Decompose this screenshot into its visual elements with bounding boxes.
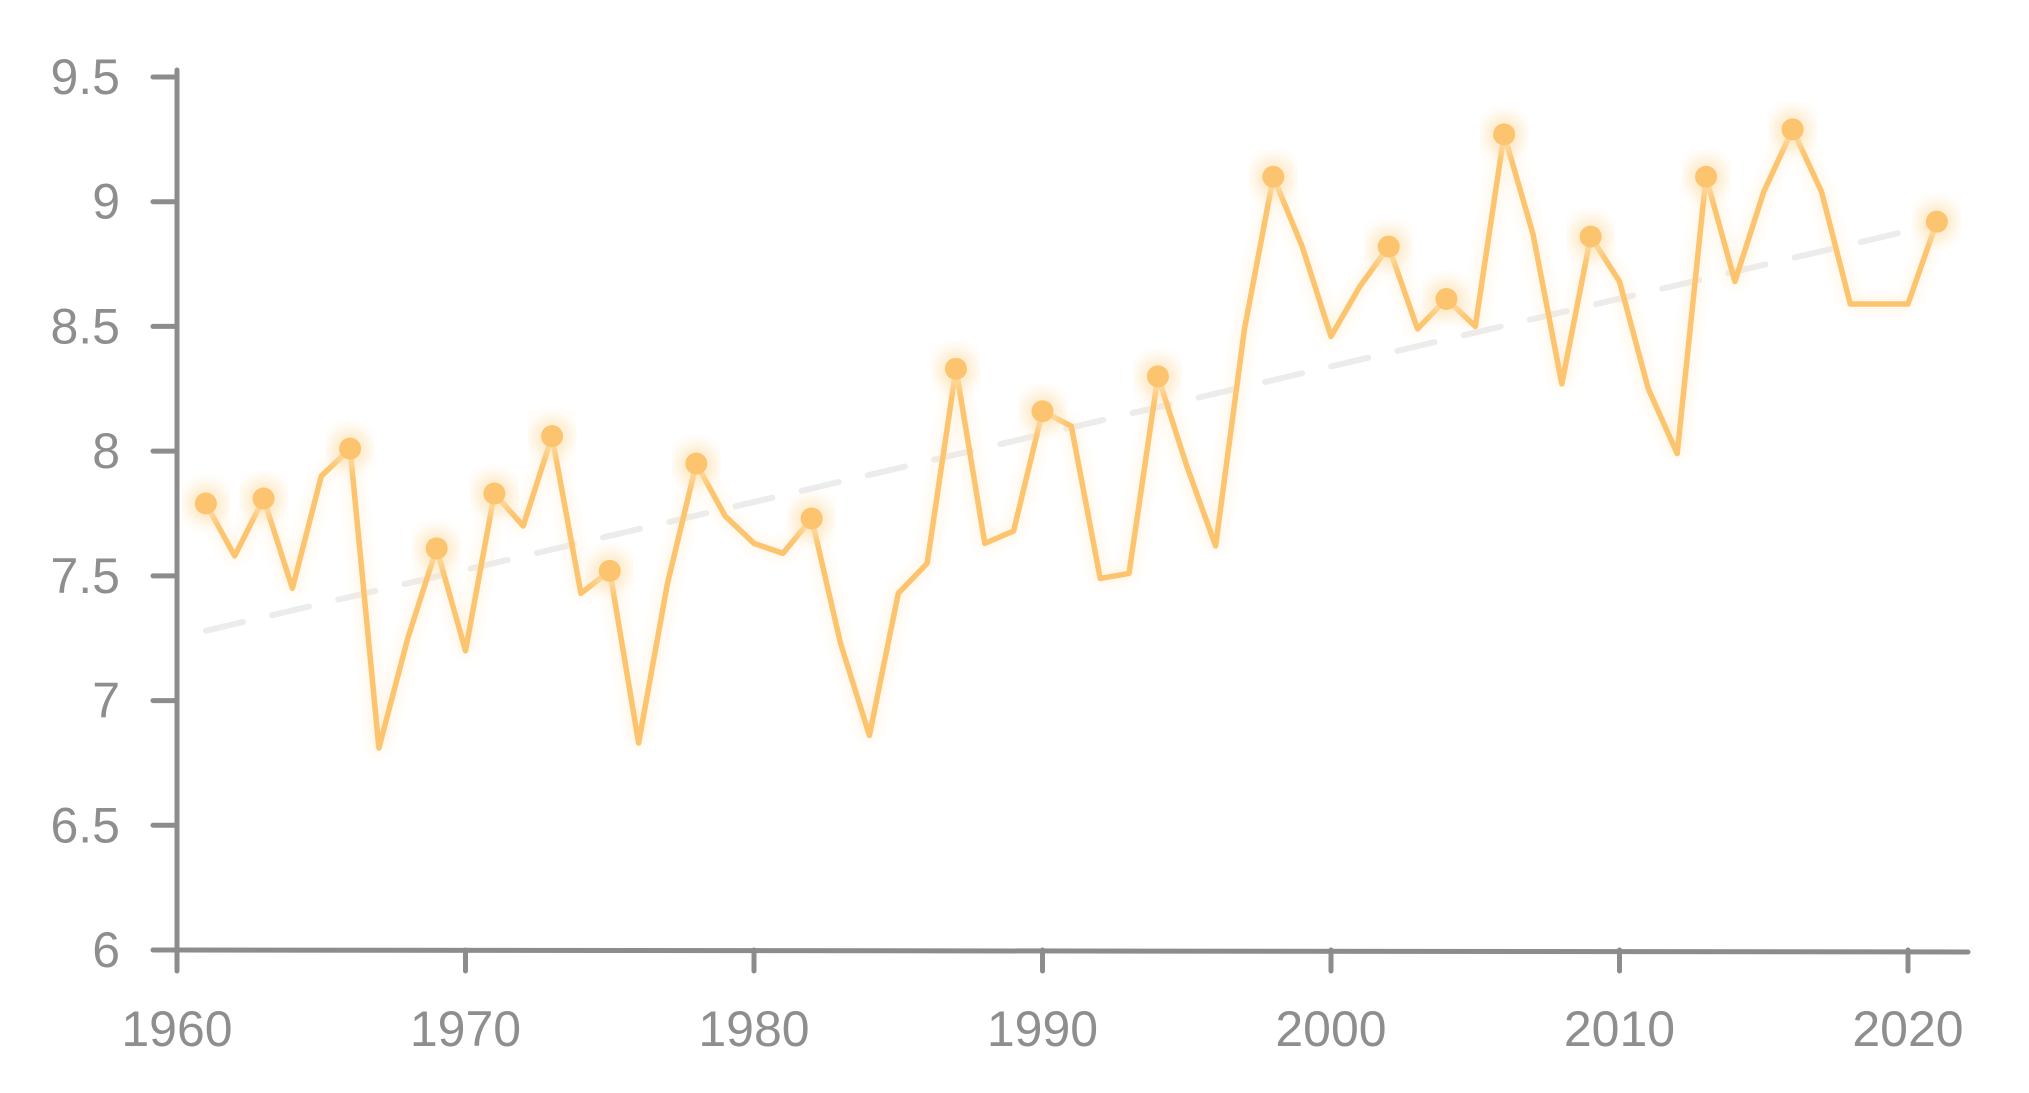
data-point bbox=[252, 487, 275, 510]
x-tick-label: 2010 bbox=[1564, 1001, 1675, 1057]
y-tick-label: 9 bbox=[92, 174, 120, 230]
marker-group bbox=[185, 109, 1957, 591]
y-tick-label: 8.5 bbox=[50, 298, 120, 354]
y-tick-label: 7.5 bbox=[50, 548, 120, 604]
data-point bbox=[1262, 165, 1285, 188]
data-point bbox=[1579, 225, 1602, 248]
x-axis-line bbox=[174, 947, 1971, 955]
data-point bbox=[1925, 210, 1948, 233]
series-group bbox=[203, 126, 1940, 751]
x-tick-label: 1970 bbox=[410, 1001, 521, 1057]
x-tick-label: 1980 bbox=[698, 1001, 809, 1057]
data-point bbox=[598, 559, 621, 582]
data-point bbox=[339, 437, 362, 460]
data-point bbox=[1146, 365, 1169, 388]
data-point bbox=[541, 425, 564, 448]
y-tick-label: 6 bbox=[92, 922, 120, 978]
data-point bbox=[194, 492, 217, 515]
y-tick-label: 6.5 bbox=[50, 797, 120, 853]
y-tick-label: 9.5 bbox=[50, 49, 120, 105]
x-tick-label: 1960 bbox=[121, 1001, 232, 1057]
x-tick-label: 1990 bbox=[987, 1001, 1098, 1057]
x-axis: 1960 1970 1980 1990 2000 2010 2020 bbox=[121, 947, 1971, 1057]
data-point bbox=[800, 507, 823, 530]
data-point bbox=[1435, 287, 1458, 310]
data-point bbox=[944, 357, 967, 380]
x-tick-label: 2000 bbox=[1275, 1001, 1386, 1057]
y-axis: 6 6.5 7 7.5 8 8.5 9 9.5 bbox=[50, 49, 180, 978]
data-point bbox=[1493, 123, 1516, 146]
data-point bbox=[1781, 118, 1804, 141]
data-point bbox=[1377, 235, 1400, 258]
data-point bbox=[425, 537, 448, 560]
data-point bbox=[483, 482, 506, 505]
data-point bbox=[1031, 400, 1054, 423]
data-point bbox=[1695, 165, 1718, 188]
y-tick-label: 8 bbox=[92, 423, 120, 479]
x-tick-label: 2020 bbox=[1852, 1001, 1963, 1057]
series-line bbox=[203, 126, 1940, 751]
y-tick-label: 7 bbox=[92, 673, 120, 729]
data-point bbox=[685, 452, 708, 475]
